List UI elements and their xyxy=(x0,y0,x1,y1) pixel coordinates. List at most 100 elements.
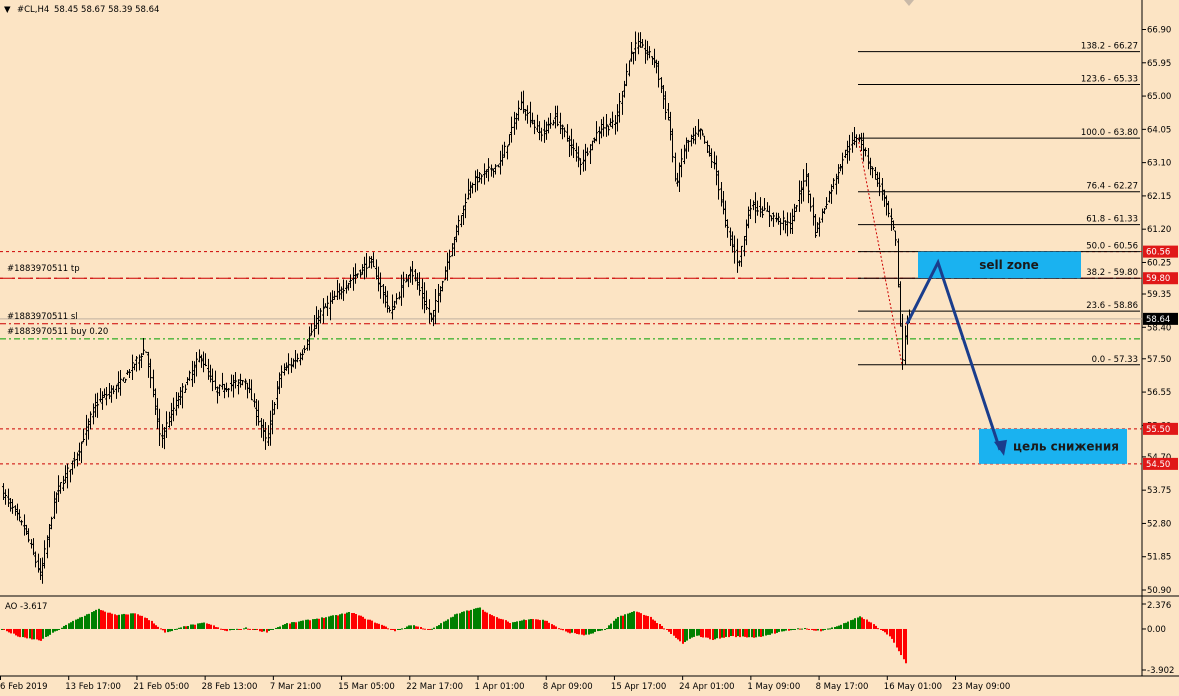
ao-bar xyxy=(84,615,86,629)
ao-bar xyxy=(68,623,70,629)
ao-bar xyxy=(473,608,475,629)
ao-bar xyxy=(610,623,612,629)
ao-bar xyxy=(675,628,677,638)
ao-bar xyxy=(836,626,838,629)
fib-level-label: 23.6 - 58.86 xyxy=(1086,301,1138,311)
ao-bar xyxy=(387,628,389,630)
target-label: цель снижения xyxy=(1013,439,1119,453)
ao-bar xyxy=(91,612,93,629)
ohlc-readout: 58.45 58.67 58.39 58.64 xyxy=(54,5,159,15)
ao-bar xyxy=(470,609,472,629)
ao-bar xyxy=(684,628,686,643)
ao-bar xyxy=(433,627,435,629)
ao-bar xyxy=(123,613,125,629)
time-tick-label: 15 Apr 17:00 xyxy=(611,682,666,692)
shift-marker-icon[interactable] xyxy=(904,0,914,6)
fib-level-label: 61.8 - 61.33 xyxy=(1086,215,1138,225)
ao-bar xyxy=(760,628,762,637)
ao-bar xyxy=(896,628,898,648)
ao-bar xyxy=(61,627,63,629)
ao-bar xyxy=(401,628,403,630)
ao-bar xyxy=(898,628,900,652)
ao-bar xyxy=(654,620,656,629)
ao-bar xyxy=(422,628,424,630)
ao-bar xyxy=(208,623,210,629)
ao-bar xyxy=(560,628,562,630)
forecast-arrow[interactable] xyxy=(905,258,1002,451)
fib-trendline[interactable] xyxy=(857,138,903,365)
ao-bar xyxy=(29,628,31,639)
ao-bar xyxy=(583,628,585,636)
ao-bar xyxy=(571,628,573,633)
ao-bar xyxy=(40,628,42,641)
ao-bar xyxy=(558,628,560,630)
ao-bar xyxy=(785,628,787,631)
ao-bar xyxy=(70,622,72,629)
ao-bar xyxy=(845,622,847,629)
ao-bar xyxy=(125,614,127,629)
price-tick-label: 60.25 xyxy=(1147,258,1171,268)
ao-bar xyxy=(8,628,10,633)
ao-bar xyxy=(893,628,895,643)
ao-bar xyxy=(475,608,477,629)
level-price-tag-label: 59.80 xyxy=(1146,274,1170,284)
collapse-arrow-icon[interactable]: ▼ xyxy=(4,5,11,15)
ao-bar xyxy=(171,628,173,632)
ao-bar xyxy=(840,624,842,629)
ao-bar xyxy=(606,628,608,630)
ao-bar xyxy=(217,627,219,629)
ao-bar xyxy=(185,626,187,629)
target-box[interactable]: цель снижения xyxy=(979,428,1127,464)
ao-bar xyxy=(240,628,242,630)
time-tick-label: 1 May 09:00 xyxy=(747,682,800,692)
ao-bar xyxy=(778,628,780,632)
ao-bar xyxy=(341,613,343,629)
fib-level-label: 38.2 - 59.80 xyxy=(1086,268,1138,278)
ao-bar xyxy=(307,619,309,629)
ao-bar xyxy=(450,617,452,629)
ao-bar xyxy=(794,628,796,630)
ao-bar xyxy=(638,612,640,629)
ao-bar xyxy=(539,620,541,629)
ao-bar xyxy=(222,628,224,630)
ao-bar xyxy=(355,614,357,629)
ao-bar xyxy=(109,612,111,629)
level-price-tag-label: 55.50 xyxy=(1146,425,1170,435)
ao-bar xyxy=(689,628,691,639)
order-tp-label: #1883970511 tp xyxy=(7,264,80,274)
price-tick-label: 54.70 xyxy=(1147,453,1171,463)
ao-bar xyxy=(622,615,624,629)
ao-bar xyxy=(677,628,679,640)
time-tick-label: 28 Feb 13:00 xyxy=(202,682,258,692)
time-tick-label: 8 Apr 09:00 xyxy=(543,682,593,692)
ao-bar xyxy=(49,628,51,635)
ao-bar xyxy=(233,628,235,630)
ao-bar xyxy=(151,620,153,629)
ao-bar xyxy=(496,617,498,629)
ao-bar xyxy=(771,628,773,634)
ao-bar xyxy=(834,626,836,629)
ao-bar xyxy=(160,628,162,630)
sell-zone-rect[interactable] xyxy=(918,251,1081,279)
ao-bar xyxy=(861,617,863,629)
ao-bar xyxy=(277,627,279,629)
ao-bar xyxy=(884,628,886,633)
ao-bar xyxy=(98,608,100,629)
ao-bar xyxy=(137,614,139,629)
price-tick-label: 66.90 xyxy=(1147,26,1171,36)
ao-bar xyxy=(157,626,159,629)
ao-label: AO -3.617 xyxy=(5,602,47,612)
ao-bar xyxy=(765,628,767,636)
sell-zone-box[interactable]: sell zone xyxy=(918,251,1081,279)
time-tick-label: 6 Feb 2019 xyxy=(0,682,48,692)
ao-bar xyxy=(668,628,670,632)
ao-bar xyxy=(408,625,410,629)
ao-bar xyxy=(65,624,67,629)
ao-bar xyxy=(788,628,790,631)
ao-bar xyxy=(183,626,185,629)
fib-level-label: 123.6 - 65.33 xyxy=(1081,75,1138,85)
ao-bar xyxy=(323,617,325,629)
ao-bar xyxy=(153,623,155,629)
analysis-annotations[interactable]: sell zone цель снижения xyxy=(905,251,1127,464)
